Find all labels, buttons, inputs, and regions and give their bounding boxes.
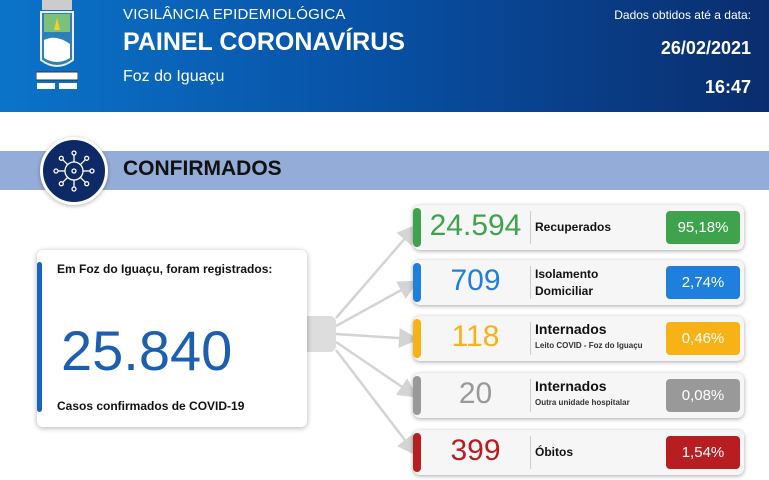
total-confirmed-card: Em Foz do Iguaçu, foram registrados: 25.… <box>37 250 307 427</box>
stat-percent-badge: 0,46% <box>666 322 740 355</box>
divider <box>530 436 531 469</box>
arrow-obitos <box>335 349 418 456</box>
stat-card-internados-covid: 118 Internados Leito COVID - Foz do Igua… <box>413 316 744 361</box>
divider <box>530 322 531 355</box>
stat-label: Internados <box>535 321 607 337</box>
section-band <box>0 151 769 190</box>
update-time: 16:47 <box>704 77 751 97</box>
city-coat-of-arms-logo <box>36 0 78 89</box>
stat-card-internados-outra-unidade: 20 Internados Outra unidade hospitalar 0… <box>413 373 744 418</box>
header: VIGILÂNCIA EPIDEMIOLÓGICA PAINEL CORONAV… <box>0 0 769 112</box>
stat-percent-badge: 2,74% <box>666 266 740 299</box>
stat-label: Internados <box>535 378 607 394</box>
update-date: 26/02/2021 <box>660 38 751 58</box>
stat-label: Isolamento Domiciliar <box>535 267 599 298</box>
stat-percent-badge: 95,18% <box>666 211 740 244</box>
stat-sublabel: Leito COVID - Foz do Iguaçu <box>535 341 643 350</box>
card-accent-bar <box>413 433 421 472</box>
card-accent-bar <box>413 319 421 358</box>
stat-card-obitos: 399 Óbitos 1,54% <box>413 430 744 475</box>
city-name: Foz do Iguaçu <box>123 68 225 85</box>
date-label: Dados obtidos até a data: <box>614 8 751 22</box>
stat-card-isolamento-domiciliar: 709 Isolamento Domiciliar 2,74% <box>413 260 744 305</box>
stat-value: 118 <box>451 320 500 353</box>
section-title: CONFIRMADOS <box>123 157 282 180</box>
arrow-internados-outra <box>335 340 419 398</box>
divider <box>530 211 531 244</box>
stat-value: 20 <box>458 377 493 410</box>
stat-value: 709 <box>450 264 501 297</box>
card-accent-bar <box>37 262 42 412</box>
total-confirmed-caption: Casos confirmados de COVID-19 <box>57 399 245 413</box>
virus-icon <box>40 137 108 205</box>
stat-card-recuperados: 24.594 Recuperados 95,18% <box>413 205 744 250</box>
stat-value: 24.594 <box>429 209 522 242</box>
arrow-internados-covid <box>335 328 419 349</box>
stat-label: Recuperados <box>535 220 612 234</box>
divider <box>530 266 531 299</box>
card-accent-bar <box>413 376 421 415</box>
header-subtitle: VIGILÂNCIA EPIDEMIOLÓGICA <box>123 6 346 23</box>
arrow-recuperados <box>335 224 418 319</box>
stat-label: Óbitos <box>535 445 573 459</box>
total-confirmed-value: 25.840 <box>61 319 233 382</box>
divider <box>530 379 531 412</box>
stat-percent-badge: 1,54% <box>666 436 740 469</box>
stat-value: 399 <box>450 434 501 467</box>
stat-percent-badge: 0,08% <box>666 379 740 412</box>
stat-sublabel: Outra unidade hospitalar <box>535 398 630 407</box>
arrow-isolamento <box>335 280 419 328</box>
page-title: PAINEL CORONAVÍRUS <box>123 28 405 56</box>
card-accent-bar <box>413 208 421 247</box>
card-accent-bar <box>413 263 421 302</box>
intro-text: Em Foz do Iguaçu, foram registrados: <box>57 262 273 276</box>
